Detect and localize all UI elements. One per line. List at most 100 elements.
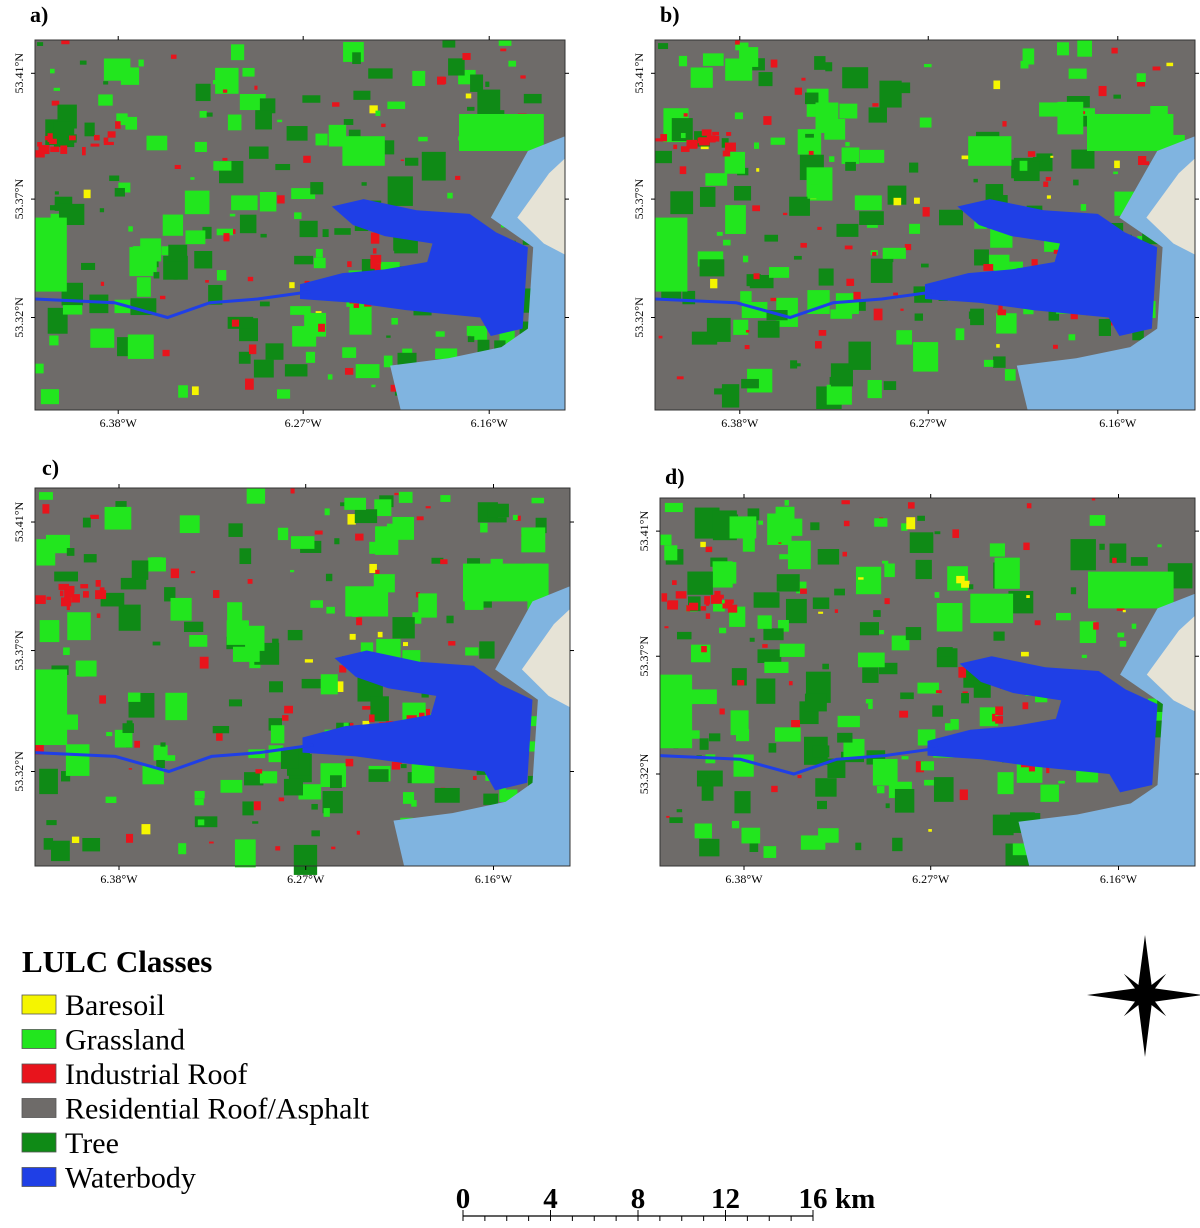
landcover-patch — [758, 521, 763, 525]
landcover-patch — [260, 234, 266, 238]
landcover-patch — [1050, 156, 1053, 158]
landcover-patch — [1113, 172, 1118, 175]
landcover-patch — [532, 498, 545, 504]
landcover-patch — [827, 385, 852, 405]
landcover-patch — [819, 330, 827, 336]
industrial-patch — [82, 147, 86, 155]
industrial-patch — [701, 606, 706, 610]
grassland-block — [1087, 114, 1173, 151]
landcover-patch — [936, 690, 942, 693]
landcover-patch — [892, 838, 902, 851]
grassland-block — [342, 136, 384, 166]
landcover-patch — [35, 364, 44, 374]
landcover-patch — [132, 560, 149, 579]
landcover-patch — [480, 523, 487, 533]
landcover-patch — [800, 243, 806, 248]
landcover-patch — [707, 318, 731, 342]
landcover-patch — [1117, 633, 1124, 638]
landcover-patch — [763, 116, 771, 125]
landcover-patch — [754, 592, 780, 607]
landcover-patch — [302, 679, 321, 688]
industrial-patch — [37, 142, 42, 147]
industrial-patch — [59, 584, 70, 590]
landcover-patch — [1028, 151, 1035, 157]
landcover-patch — [291, 488, 295, 493]
industrial-patch — [104, 142, 114, 145]
landcover-patch — [877, 786, 885, 793]
landcover-patch — [1120, 641, 1126, 647]
landcover-patch — [700, 259, 725, 276]
landcover-patch — [279, 797, 284, 801]
landcover-patch — [455, 176, 460, 180]
longitude-label: 6.38°W — [100, 872, 138, 886]
longitude-label: 6.27°W — [910, 416, 948, 430]
industrial-patch — [667, 601, 678, 609]
landcover-patch — [521, 527, 545, 552]
landcover-patch — [1039, 102, 1062, 116]
landcover-patch — [356, 617, 362, 625]
industrial-patch — [983, 264, 993, 271]
landcover-patch — [993, 632, 1004, 641]
landcover-patch — [996, 313, 1016, 333]
landcover-patch — [417, 516, 424, 520]
landcover-patch — [818, 549, 839, 565]
industrial-patch — [704, 596, 710, 604]
landcover-patch — [1002, 121, 1006, 126]
landcover-patch — [998, 772, 1014, 794]
landcover-patch — [872, 103, 878, 106]
landcover-patch — [347, 514, 355, 525]
landcover-patch — [103, 81, 108, 84]
industrial-patch — [346, 759, 354, 766]
scale-bar-label: 4 — [543, 1183, 558, 1215]
landcover-patch — [935, 592, 940, 598]
landcover-patch — [216, 732, 223, 741]
industrial-patch — [50, 147, 59, 152]
landcover-patch — [1071, 539, 1096, 570]
landcover-patch — [815, 778, 836, 796]
landcover-patch — [666, 816, 669, 818]
landcover-patch — [497, 517, 507, 522]
landcover-patch — [1043, 182, 1048, 187]
landcover-patch — [934, 777, 954, 802]
landcover-patch — [798, 129, 821, 154]
landcover-patch — [909, 163, 918, 173]
landcover-patch — [777, 574, 800, 591]
landcover-patch — [884, 381, 896, 390]
landcover-patch — [764, 235, 778, 242]
legend-label: Tree — [65, 1127, 119, 1160]
landcover-patch — [260, 302, 270, 307]
landcover-patch — [786, 599, 807, 623]
landcover-patch — [838, 716, 860, 727]
landcover-patch — [83, 518, 91, 528]
landcover-patch — [1071, 150, 1094, 169]
landcover-patch — [422, 152, 446, 181]
landcover-patch — [316, 134, 328, 146]
landcover-patch — [917, 683, 938, 694]
landcover-patch — [701, 646, 707, 652]
landcover-patch — [137, 277, 151, 297]
landcover-patch — [1131, 557, 1148, 566]
landcover-patch — [230, 214, 235, 217]
landcover-patch — [129, 768, 132, 770]
landcover-patch — [290, 570, 294, 572]
landcover-patch — [50, 69, 55, 74]
landcover-patch — [759, 72, 773, 86]
landcover-patch — [745, 345, 750, 349]
landcover-patch — [468, 336, 474, 342]
landcover-patch — [915, 313, 923, 320]
landcover-patch — [906, 517, 915, 529]
landcover-patch — [910, 532, 934, 553]
landcover-patch — [477, 90, 500, 115]
landcover-patch — [72, 837, 79, 843]
landcover-patch — [771, 138, 786, 145]
landcover-patch — [719, 628, 726, 634]
landcover-patch — [192, 386, 199, 395]
landcover-patch — [254, 801, 261, 810]
landcover-patch — [371, 233, 379, 244]
landcover-patch — [121, 578, 146, 590]
landcover-patch — [426, 506, 431, 508]
landcover-patch — [1153, 66, 1161, 70]
landcover-patch — [659, 336, 663, 339]
landcover-patch — [669, 817, 682, 823]
landcover-patch — [750, 638, 755, 642]
